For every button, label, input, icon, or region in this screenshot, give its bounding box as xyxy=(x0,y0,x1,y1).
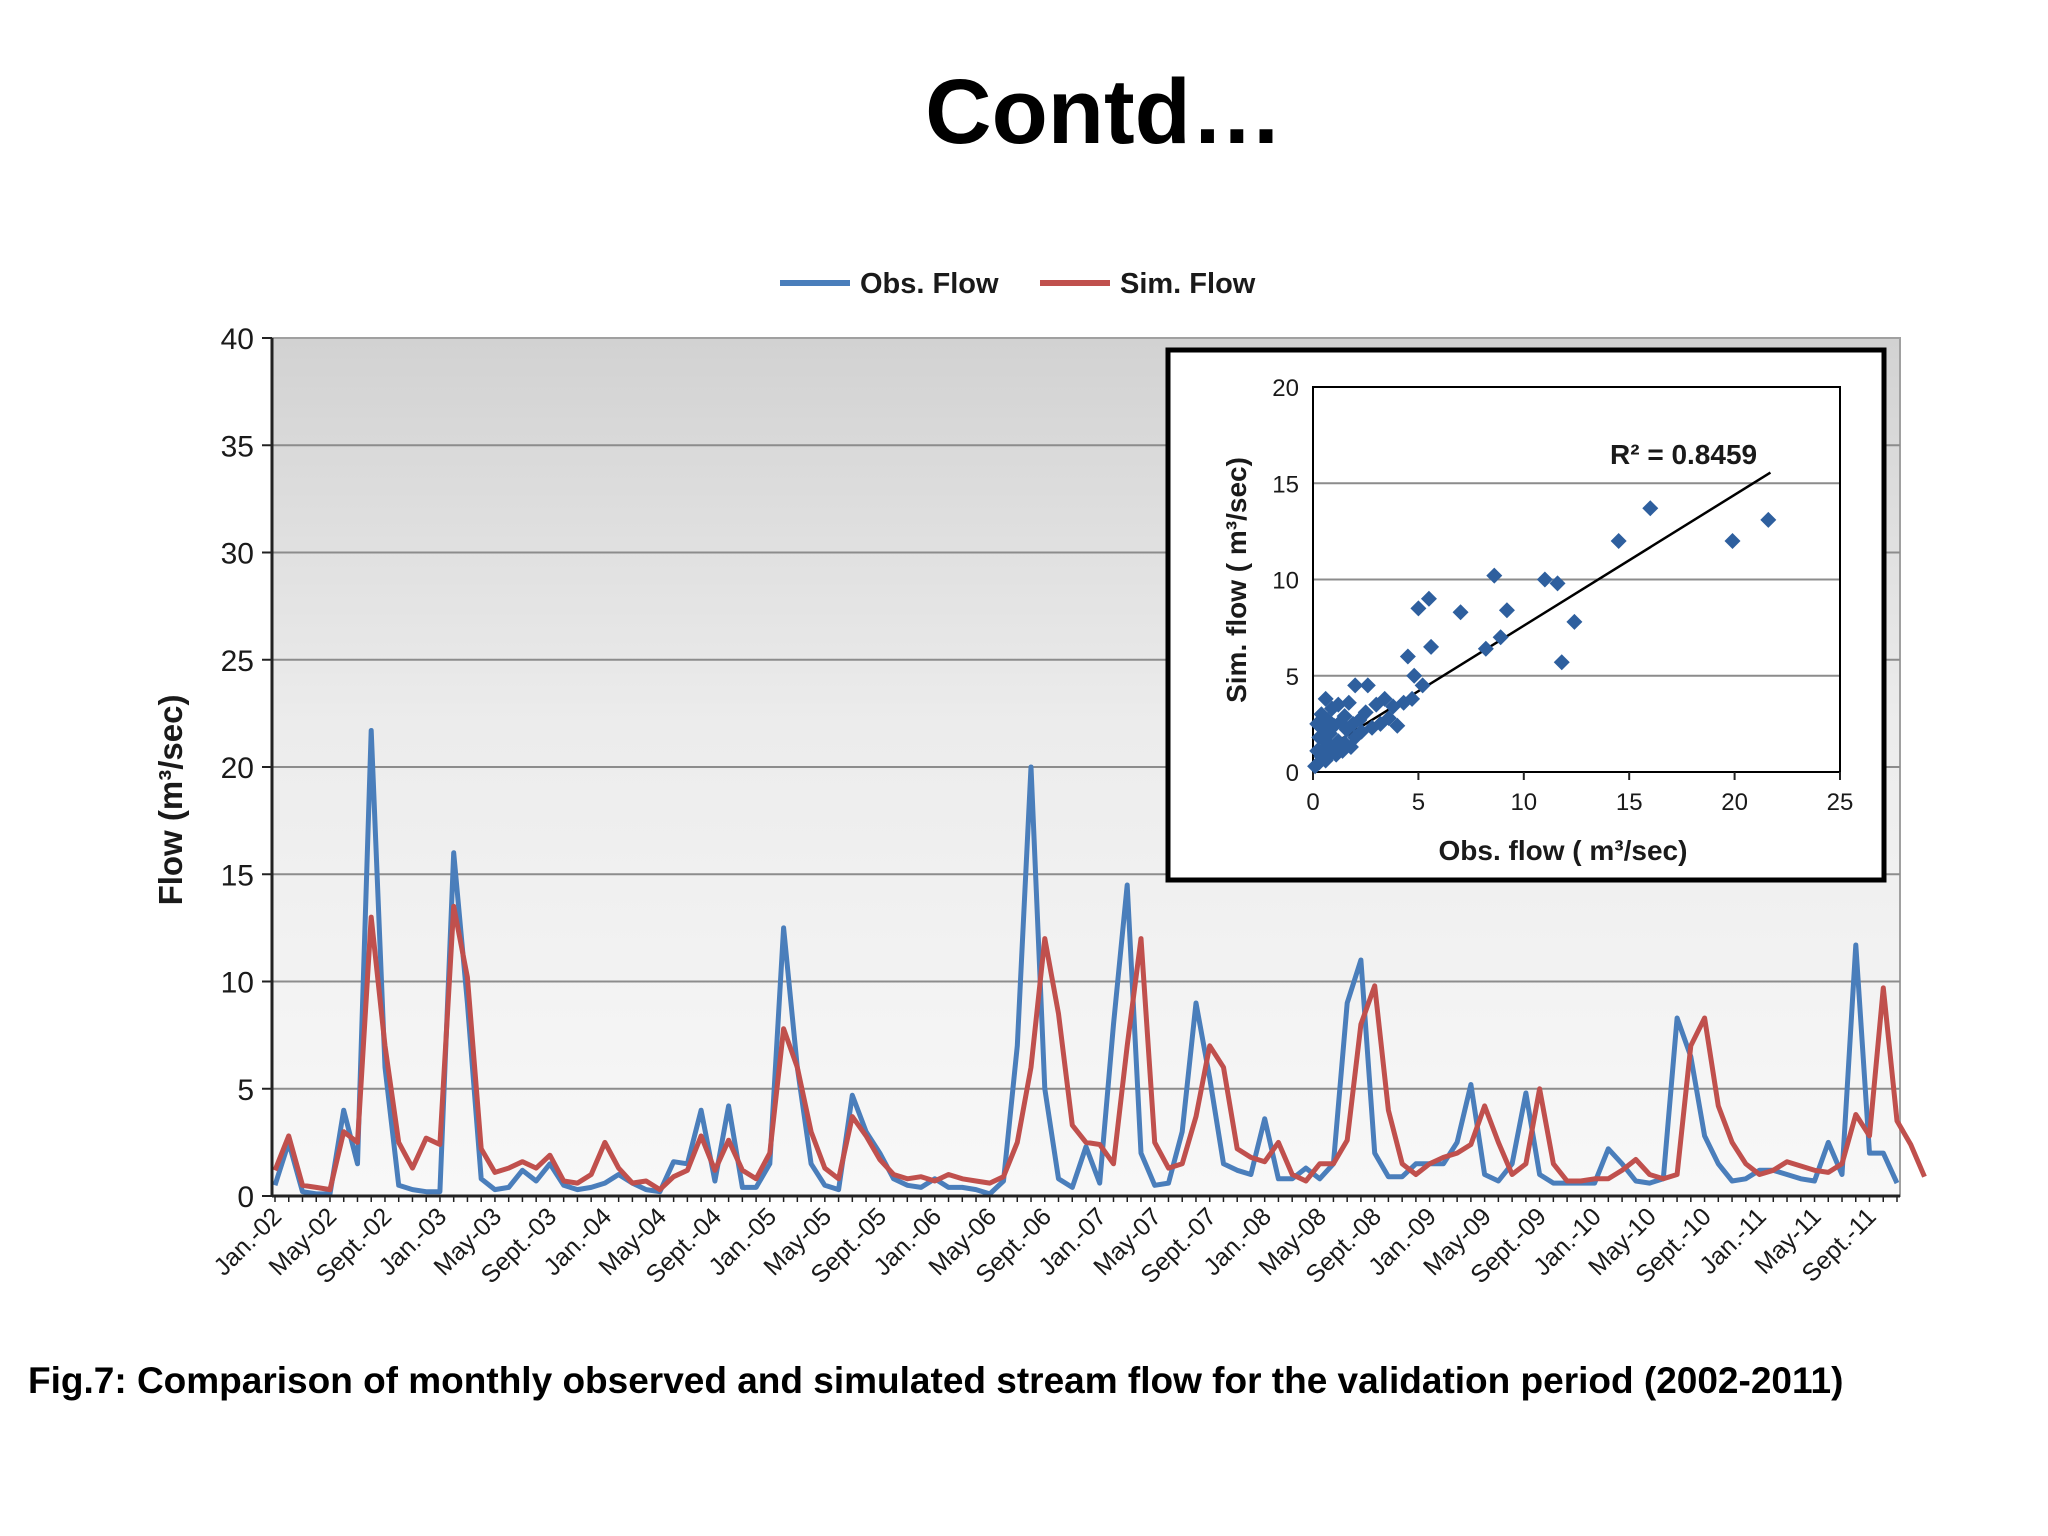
scatter-point xyxy=(1486,567,1503,584)
main-y-tick-label: 25 xyxy=(221,645,254,678)
scatter-point xyxy=(1420,590,1437,607)
inset-x-tick-label: 20 xyxy=(1721,789,1748,816)
inset-x-tick-label: 0 xyxy=(1306,789,1319,816)
inset-y-tick-label: 15 xyxy=(1272,471,1299,498)
main-y-tick-label: 30 xyxy=(221,538,254,571)
scatter-point xyxy=(1340,694,1357,711)
legend: Obs. Flow Sim. Flow xyxy=(780,268,1256,300)
main-series-lines xyxy=(272,728,1927,1197)
inset-plot-border xyxy=(1312,386,1841,773)
scatter-point xyxy=(1406,667,1423,684)
main-y-tick-label: 0 xyxy=(237,1181,254,1214)
main-y-tick-label: 20 xyxy=(221,752,254,785)
inset-y-tick-labels: 0 5 10 15 20 xyxy=(1272,375,1299,787)
scatter-point xyxy=(1566,613,1583,630)
scatter-point xyxy=(1477,640,1494,657)
inset-y-tick-label: 20 xyxy=(1272,375,1299,402)
scatter-point xyxy=(1610,533,1627,549)
scatter-point xyxy=(1404,690,1421,707)
scatter-point xyxy=(1359,677,1376,694)
legend-obs-label: Obs. Flow xyxy=(860,268,999,300)
scatter-point xyxy=(1724,533,1741,549)
inset-y-tick-label: 10 xyxy=(1272,568,1299,595)
main-y-tick-labels: 0 5 10 15 20 25 30 35 40 xyxy=(221,323,272,1214)
scatter-point xyxy=(1414,677,1431,694)
scatter-point xyxy=(1330,696,1347,713)
main-y-axis-title: Flow (m³/sec) xyxy=(152,695,189,906)
scatter-point xyxy=(1760,511,1777,528)
scatter-point xyxy=(1410,600,1427,617)
scatter-point xyxy=(1553,654,1570,671)
scatter-point xyxy=(1347,677,1364,694)
main-y-tick-label: 10 xyxy=(221,967,254,1000)
slide-title: Contd… xyxy=(925,61,1283,163)
scatter-point xyxy=(1452,604,1469,621)
scatter-point xyxy=(1376,690,1393,707)
scatter-point xyxy=(1536,571,1553,588)
scatter-point xyxy=(1498,602,1515,619)
inset-x-tick-label: 15 xyxy=(1616,789,1643,816)
inset-x-tick-labels: 0 5 10 15 20 25 xyxy=(1306,772,1853,816)
scatter-point xyxy=(1399,648,1416,665)
main-y-tick-label: 5 xyxy=(237,1074,254,1107)
scatter-point xyxy=(1549,575,1566,592)
inset-x-tick-label: 10 xyxy=(1510,789,1537,816)
figure-caption: Fig.7: Comparison of monthly observed an… xyxy=(28,1360,1844,1401)
sim-flow-line xyxy=(272,903,1927,1193)
main-x-tick-labels: Jan.-02May-02Sept.-02Jan.-03May-03Sept.-… xyxy=(208,1196,1898,1289)
inset-x-tick-label: 5 xyxy=(1412,789,1425,816)
main-y-tick-label: 35 xyxy=(221,430,254,463)
scatter-point xyxy=(1642,500,1659,517)
inset-scatter-points xyxy=(1307,500,1777,775)
inset-y-tick-label: 5 xyxy=(1286,664,1299,691)
scatter-point xyxy=(1423,638,1440,655)
inset-y-tick-label: 0 xyxy=(1286,760,1299,787)
inset-x-axis-title: Obs. flow ( m³/sec) xyxy=(1439,835,1688,866)
main-y-tick-label: 40 xyxy=(221,323,254,356)
legend-sim-label: Sim. Flow xyxy=(1120,268,1256,300)
scatter-point xyxy=(1336,708,1353,725)
scatter-point xyxy=(1492,629,1509,646)
scatter-point xyxy=(1357,704,1374,721)
inset-scatter-plot: 0 5 10 15 20 0 5 10 15 20 25 R² = 0.8459 Obs. flo… xyxy=(1165,347,1887,883)
main-y-tick-label: 15 xyxy=(221,859,254,892)
inset-x-tick-label: 25 xyxy=(1827,789,1854,816)
inset-y-axis-title: Sim. flow ( m³/sec) xyxy=(1221,457,1252,703)
inset-r-squared: R² = 0.8459 xyxy=(1610,439,1757,470)
inset-frame xyxy=(1165,347,1887,883)
scatter-point xyxy=(1389,717,1406,734)
